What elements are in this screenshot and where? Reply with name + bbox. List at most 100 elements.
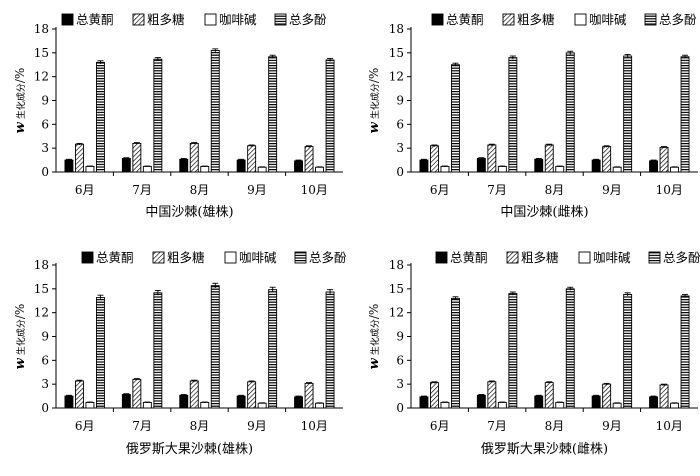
- x-tick-label: 8月: [190, 419, 210, 433]
- bar-2: [189, 142, 199, 173]
- legend-swatch-1: [61, 13, 74, 26]
- x-tick-label: 9月: [602, 419, 622, 433]
- chart-panel-4: 0 3 6 9 12 15 18 6月 7月 8月 9月 10月 总黄酮 粗多糖 咖啡碱 总多酚 w生化成分/%…: [367, 250, 700, 457]
- legend-swatch-3: [224, 251, 237, 264]
- y-tick-label: 18: [389, 258, 404, 272]
- legend-label-2: 粗多糖: [167, 250, 205, 265]
- bar-4: [565, 288, 575, 409]
- legend-swatch-2: [152, 251, 165, 264]
- x-tick-label: 6月: [75, 419, 95, 433]
- y-tick-label: 15: [389, 282, 404, 296]
- bar-4: [680, 56, 690, 173]
- bar-2: [247, 381, 257, 409]
- bar-2: [132, 378, 142, 409]
- legend-label-3: 咖啡碱: [219, 12, 257, 27]
- bar-4: [451, 297, 460, 409]
- bar-4: [325, 59, 335, 173]
- legend-label-3: 咖啡碱: [589, 12, 627, 27]
- legend-swatch-2: [506, 251, 519, 264]
- x-tick-label: 7月: [487, 183, 507, 197]
- y-tick-label: 6: [41, 117, 49, 131]
- y-tick-label: 3: [396, 141, 404, 155]
- y-tick-label: 18: [34, 22, 49, 36]
- legend-label-1: 总黄酮: [450, 250, 488, 265]
- x-tick-label: 6月: [430, 183, 450, 197]
- bar-1: [121, 394, 131, 409]
- panel-title: 中国沙棘(雄株): [145, 205, 233, 220]
- bar-3: [440, 401, 450, 409]
- bar-4: [153, 292, 163, 409]
- legend-swatch-3: [574, 13, 587, 26]
- legend-swatch-1: [435, 251, 448, 264]
- bar-2: [304, 382, 314, 409]
- bar-3: [257, 166, 267, 173]
- bar-3: [497, 401, 507, 409]
- y-tick-label: 9: [396, 94, 404, 108]
- bar-1: [649, 160, 658, 173]
- bar-2: [659, 384, 669, 409]
- x-tick-label: 7月: [132, 419, 152, 433]
- legend-swatch-4: [274, 13, 287, 26]
- bar-1: [236, 159, 246, 173]
- y-tick-label: 9: [41, 94, 49, 108]
- y-axis-label: w生化成分/%: [367, 304, 382, 370]
- bar-4: [210, 50, 220, 173]
- y-tick-label: 3: [41, 141, 49, 155]
- y-tick-label: 18: [34, 258, 49, 272]
- bar-3: [85, 165, 95, 173]
- bar-4: [623, 55, 633, 173]
- y-tick-label: 3: [41, 377, 49, 391]
- legend-label-4: 总多酚: [309, 250, 347, 265]
- bar-1: [476, 394, 486, 409]
- chart-panel-2: 0 3 6 9 12 15 18 6月 7月 8月 9月 10月 总黄酮 粗多糖 咖啡碱 总多酚 w生化成分/%…: [367, 12, 698, 220]
- bar-3: [200, 401, 210, 409]
- y-tick-label: 6: [396, 353, 404, 367]
- bar-2: [544, 144, 554, 173]
- bar-2: [189, 380, 199, 409]
- x-tick-label: 9月: [602, 183, 622, 197]
- bar-4: [268, 56, 278, 173]
- bar-2: [602, 146, 612, 173]
- bar-4: [95, 297, 105, 409]
- bar-4: [451, 64, 460, 173]
- x-tick-label: 10月: [656, 183, 683, 197]
- y-tick-label: 18: [389, 22, 404, 36]
- x-tick-label: 8月: [190, 183, 210, 197]
- x-tick-label: 10月: [301, 419, 328, 433]
- legend-label-2: 粗多糖: [521, 250, 559, 265]
- y-tick-label: 3: [396, 377, 404, 391]
- bar-3: [612, 166, 622, 173]
- bar-4: [268, 289, 278, 409]
- legend-label-1: 总黄酮: [446, 12, 484, 27]
- bar-3: [440, 165, 450, 173]
- bar-1: [534, 395, 544, 409]
- y-axis-label: w生化成分/%: [13, 68, 28, 134]
- legend-label-4: 总多酚: [659, 12, 697, 27]
- bar-2: [74, 143, 84, 173]
- legend-swatch-3: [578, 251, 591, 264]
- chart-panel-3: 0 3 6 9 12 15 18 6月 7月 8月 9月 10月 总黄酮 粗多糖 咖啡碱 总多酚 w生化成分/%…: [13, 250, 347, 457]
- y-tick-label: 6: [41, 353, 49, 367]
- bar-2: [659, 146, 669, 173]
- legend-swatch-4: [294, 251, 307, 264]
- bar-2: [602, 383, 612, 409]
- bar-3: [257, 402, 267, 409]
- legend-label-4: 总多酚: [289, 12, 327, 27]
- x-tick-label: 10月: [301, 183, 328, 197]
- y-axis-label: w生化成分/%: [367, 68, 382, 134]
- y-tick-label: 9: [396, 330, 404, 344]
- bar-1: [294, 160, 303, 173]
- x-tick-label: 8月: [545, 419, 565, 433]
- legend-swatch-4: [648, 251, 661, 264]
- bar-1: [419, 396, 429, 409]
- y-tick-label: 0: [396, 401, 404, 415]
- bar-3: [85, 401, 95, 409]
- legend-label-4: 总多酚: [663, 250, 700, 265]
- legend-swatch-3: [204, 13, 217, 26]
- bar-3: [200, 165, 210, 173]
- x-tick-label: 10月: [656, 419, 683, 433]
- bar-4: [95, 61, 105, 173]
- bar-3: [555, 165, 565, 173]
- y-tick-label: 12: [34, 70, 49, 84]
- bar-1: [179, 158, 189, 173]
